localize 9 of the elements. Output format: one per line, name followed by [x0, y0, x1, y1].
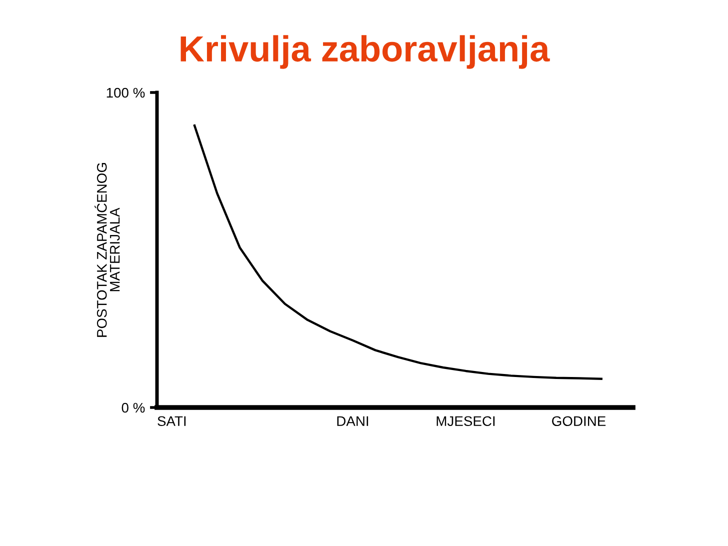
y-axis-title: POSTOTAK ZAPAMĆENOG MATERIJALA — [94, 163, 120, 337]
y-tick-label: 0 % — [122, 402, 145, 413]
line-series — [193, 124, 602, 380]
y-tick-label: 100 % — [106, 88, 145, 98]
x-tick-label: MJESECI — [436, 416, 495, 426]
chart-title: Krivulja zaboravljanja — [180, 35, 550, 69]
x-tick-label: DANI — [337, 416, 368, 426]
x-tick-label: GODINE — [552, 416, 606, 426]
x-tick-label: SATI — [158, 416, 186, 426]
